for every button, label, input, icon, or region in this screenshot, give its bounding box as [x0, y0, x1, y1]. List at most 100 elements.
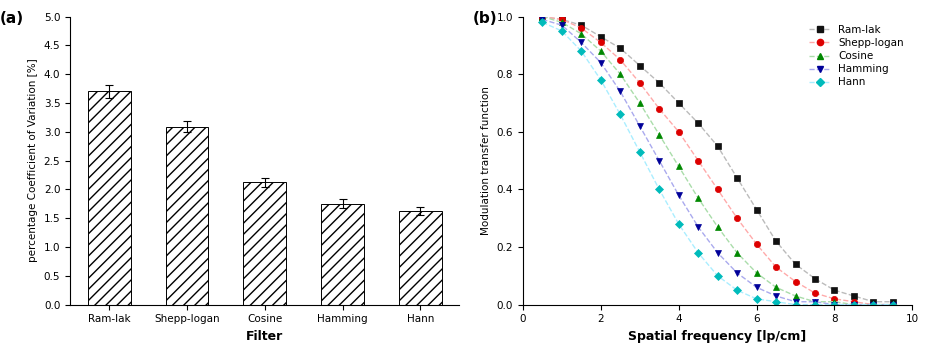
Shepp-logan [887, 302, 898, 307]
Bar [166, 127, 208, 304]
Shepp-logan [576, 26, 587, 30]
Hamming [615, 89, 626, 93]
Bar [87, 91, 130, 304]
Ram-lak [732, 176, 743, 180]
Shepp-logan [751, 242, 763, 246]
Hann [712, 274, 724, 278]
Shepp-logan [654, 107, 665, 111]
Hamming [887, 302, 898, 307]
Hamming [809, 299, 820, 304]
Hann [654, 187, 665, 192]
Text: (b): (b) [472, 11, 497, 26]
Shepp-logan [848, 299, 859, 304]
Cosine [654, 132, 665, 137]
Shepp-logan [809, 291, 820, 295]
Hamming [712, 251, 724, 255]
Cosine [887, 302, 898, 307]
Shepp-logan [556, 17, 567, 22]
Hamming [790, 299, 801, 304]
Line: Cosine: Cosine [539, 13, 896, 308]
Hamming [673, 193, 684, 197]
Cosine [770, 285, 781, 290]
Ram-lak [556, 17, 567, 22]
Ram-lak [809, 276, 820, 281]
Hann [595, 78, 606, 82]
Hamming [576, 40, 587, 45]
Cosine [595, 49, 606, 53]
Hamming [868, 302, 879, 307]
Line: Hamming: Hamming [539, 16, 896, 308]
Cosine [732, 251, 743, 255]
Hamming [556, 23, 567, 27]
Hamming [751, 285, 763, 290]
Hann [751, 297, 763, 301]
Cosine [634, 101, 645, 105]
Line: Ram-lak: Ram-lak [539, 13, 896, 305]
Hamming [732, 271, 743, 275]
Ram-lak [712, 144, 724, 148]
Shepp-logan [732, 216, 743, 220]
Shepp-logan [595, 40, 606, 45]
Shepp-logan [790, 279, 801, 284]
Shepp-logan [673, 130, 684, 134]
Shepp-logan [537, 15, 548, 19]
Bar [244, 182, 286, 304]
Cosine [809, 299, 820, 304]
Cosine [790, 294, 801, 298]
Line: Shepp-logan: Shepp-logan [539, 13, 896, 308]
X-axis label: Filter: Filter [246, 330, 284, 343]
Cosine [556, 20, 567, 24]
Cosine [537, 15, 548, 19]
Ram-lak [576, 23, 587, 27]
Hann [809, 302, 820, 307]
Hann [887, 302, 898, 307]
Bar [321, 204, 364, 304]
Ram-lak [634, 63, 645, 68]
Hamming [693, 225, 704, 229]
Ram-lak [537, 15, 548, 19]
Cosine [712, 225, 724, 229]
Shepp-logan [868, 302, 879, 307]
Hann [693, 251, 704, 255]
Line: Hann: Hann [539, 19, 896, 308]
Ram-lak [790, 262, 801, 267]
Shepp-logan [615, 58, 626, 62]
Shepp-logan [712, 187, 724, 192]
Ram-lak [868, 299, 879, 304]
Hann [576, 49, 587, 53]
Ram-lak [887, 299, 898, 304]
Hamming [595, 61, 606, 65]
Hamming [848, 302, 859, 307]
Ram-lak [615, 46, 626, 50]
Hann [556, 29, 567, 33]
X-axis label: Spatial frequency [lp/cm]: Spatial frequency [lp/cm] [629, 330, 806, 343]
Hann [848, 302, 859, 307]
Ram-lak [829, 288, 840, 292]
Bar [399, 211, 442, 304]
Cosine [615, 72, 626, 76]
Hamming [654, 159, 665, 163]
Hann [673, 222, 684, 226]
Ram-lak [751, 207, 763, 212]
Ram-lak [770, 239, 781, 243]
Shepp-logan [829, 297, 840, 301]
Hann [634, 150, 645, 154]
Ram-lak [595, 35, 606, 39]
Hamming [829, 302, 840, 307]
Ram-lak [848, 294, 859, 298]
Hann [537, 20, 548, 24]
Legend: Ram-lak, Shepp-logan, Cosine, Hamming, Hann: Ram-lak, Shepp-logan, Cosine, Hamming, H… [806, 22, 907, 91]
Hann [615, 112, 626, 116]
Hann [732, 288, 743, 292]
Shepp-logan [693, 159, 704, 163]
Ram-lak [654, 81, 665, 85]
Hann [790, 302, 801, 307]
Cosine [751, 271, 763, 275]
Cosine [693, 196, 704, 200]
Hann [770, 299, 781, 304]
Cosine [576, 32, 587, 36]
Ram-lak [673, 101, 684, 105]
Cosine [848, 302, 859, 307]
Hann [829, 302, 840, 307]
Hamming [537, 17, 548, 22]
